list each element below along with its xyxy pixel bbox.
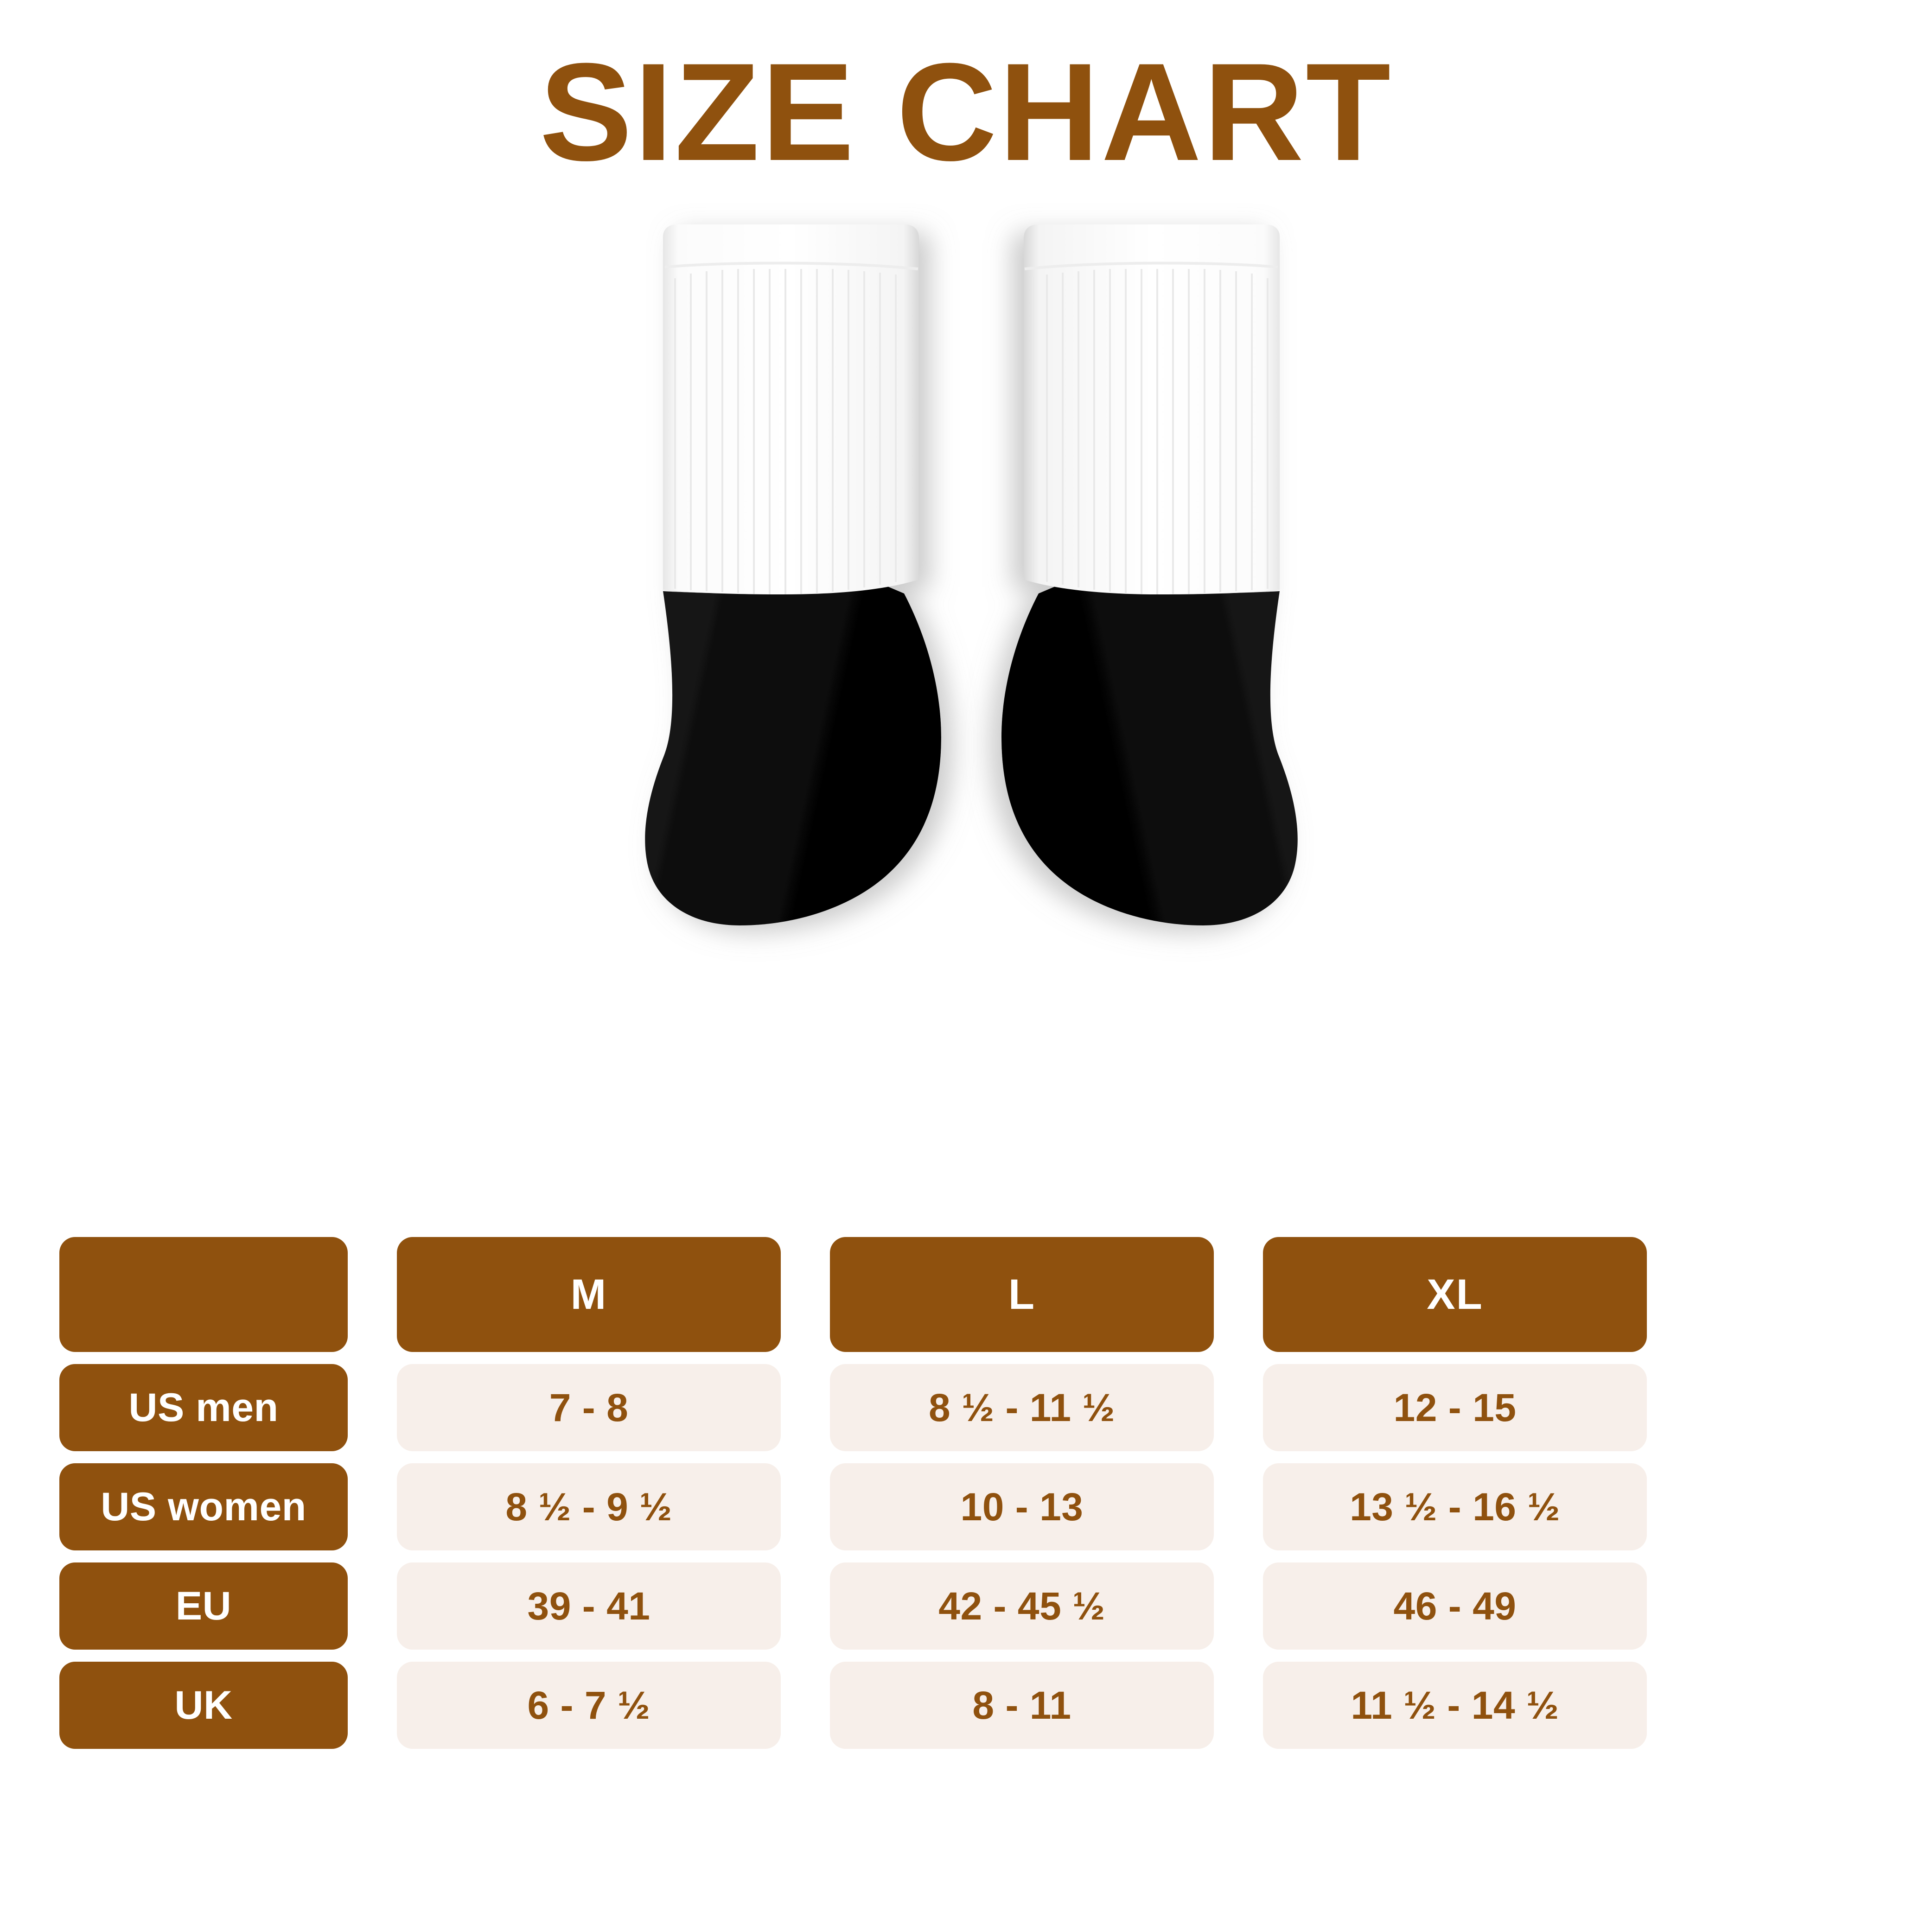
header-cell-corner [59, 1237, 348, 1352]
sock-right [974, 223, 1298, 1154]
table-header-row: M L XL [59, 1237, 1872, 1352]
table-row: US women 8 ½ - 9 ½ 10 - 13 13 ½ - 16 ½ [59, 1463, 1872, 1550]
cell-eu-l: 42 - 45 ½ [830, 1562, 1214, 1650]
row-label-us-women: US women [59, 1463, 348, 1550]
sock-foot [1001, 586, 1298, 925]
header-cell-l: L [830, 1237, 1214, 1352]
row-label-eu: EU [59, 1562, 348, 1650]
sock-cuff [663, 224, 919, 594]
sock-foot [645, 586, 941, 925]
cell-us-men-l: 8 ½ - 11 ½ [830, 1364, 1214, 1451]
cell-uk-l: 8 - 11 [830, 1662, 1214, 1749]
rib-lines [1032, 269, 1269, 594]
cell-us-men-m: 7 - 8 [397, 1364, 781, 1451]
row-label-us-men: US men [59, 1364, 348, 1451]
cell-us-women-xl: 13 ½ - 16 ½ [1263, 1463, 1647, 1550]
cell-uk-m: 6 - 7 ½ [397, 1662, 781, 1749]
product-illustration [0, 223, 1932, 1178]
sock-cuff [1024, 224, 1280, 594]
cell-uk-xl: 11 ½ - 14 ½ [1263, 1662, 1647, 1749]
cuff-fold-line [1024, 261, 1278, 270]
header-cell-m: M [397, 1237, 781, 1352]
cell-us-women-m: 8 ½ - 9 ½ [397, 1463, 781, 1550]
rib-lines [674, 269, 911, 594]
row-label-uk: UK [59, 1662, 348, 1749]
table-row: EU 39 - 41 42 - 45 ½ 46 - 49 [59, 1562, 1872, 1650]
cell-eu-m: 39 - 41 [397, 1562, 781, 1650]
page-title: SIZE CHART [539, 34, 1393, 190]
table-row: US men 7 - 8 8 ½ - 11 ½ 12 - 15 [59, 1364, 1872, 1451]
size-table: M L XL US men 7 - 8 8 ½ - 11 ½ 12 - 15 U… [59, 1237, 1872, 1749]
sock-graphic [1001, 224, 1298, 925]
table-row: UK 6 - 7 ½ 8 - 11 11 ½ - 14 ½ [59, 1662, 1872, 1749]
sock-left [644, 223, 969, 1154]
cuff-fold-line [664, 261, 918, 270]
sock-graphic [645, 224, 941, 925]
cell-us-men-xl: 12 - 15 [1263, 1364, 1647, 1451]
header-cell-xl: XL [1263, 1237, 1647, 1352]
cell-eu-xl: 46 - 49 [1263, 1562, 1647, 1650]
cell-us-women-l: 10 - 13 [830, 1463, 1214, 1550]
